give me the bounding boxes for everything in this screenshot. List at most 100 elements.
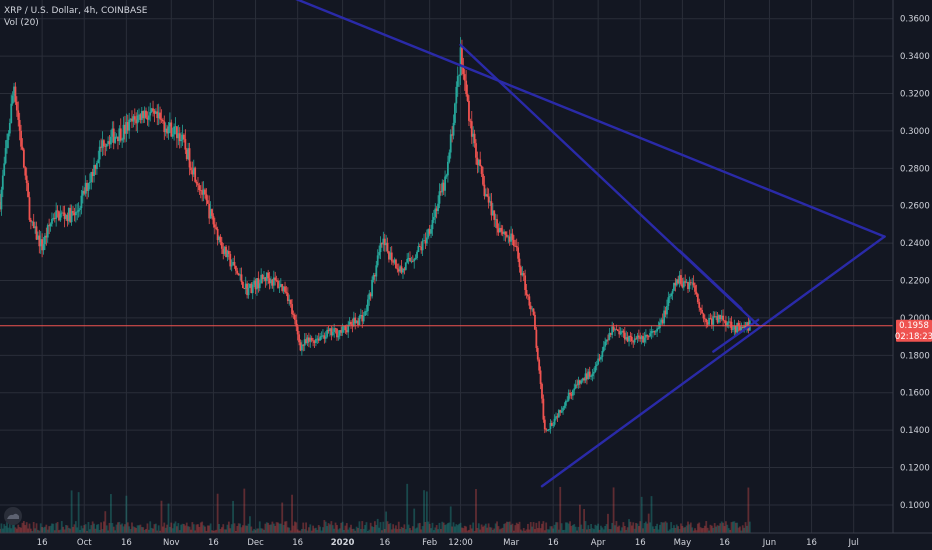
candle-body [472,133,475,137]
volume-bar [198,526,201,533]
candle-body [206,200,209,204]
time-tick-label: 16 [208,538,219,548]
volume-bar [602,529,605,533]
candle-body [183,134,185,140]
volume-bar [376,518,379,533]
candle-body [219,236,222,243]
volume-bar [330,521,333,533]
volume-bar [333,528,336,533]
volume-bar [581,528,584,533]
volume-bar [316,529,319,533]
time-scale-panel[interactable] [0,533,932,550]
candle-body [622,330,625,333]
candle-body [93,165,95,177]
volume-bar [284,521,286,533]
candle-body [132,116,135,122]
volume-bar [42,527,45,533]
candle-body [650,331,653,334]
volume-bar [365,522,368,533]
candle-body [459,47,462,76]
volume-indicator-title[interactable]: Vol (20) [4,18,39,28]
candle-body [576,384,578,386]
candle-body [246,283,249,296]
candle-body [469,120,472,122]
volume-bar [727,528,730,533]
candle-body [56,210,59,212]
candle-body [146,117,149,120]
volume-bar [270,524,272,533]
candle-body [336,328,338,338]
volume-bar [293,521,296,533]
candle-body [698,302,701,308]
price-tick-label: 0.3000 [900,127,930,137]
candle-body [139,114,142,120]
candle-body [385,242,388,246]
candle-body [504,231,507,235]
time-tick-label: Oct [77,538,92,548]
candle-body [525,290,528,295]
candle-body [468,100,470,121]
volume-bar [545,522,548,533]
candle-body [709,318,712,319]
candle-body [14,86,17,102]
volume-bar [564,522,567,533]
candle-body [413,259,416,262]
candle-body [166,128,168,134]
volume-bar [131,522,133,533]
volume-bar [444,524,446,533]
candle-body [254,280,257,290]
volume-bar [528,529,531,533]
volume-bar [555,522,557,533]
volume-bar [366,530,369,533]
volume-bar [357,527,359,533]
volume-bar [670,522,673,533]
candle-body [352,317,355,326]
price-tick-label: 0.3600 [900,15,930,25]
candlestick-series[interactable] [0,37,751,434]
candle-body [741,326,744,329]
candle-body [184,139,187,150]
volume-bar [183,524,185,533]
candle-body [211,209,213,216]
symbol-title[interactable]: XRP / U.S. Dollar, 4h, COINBASE [4,6,148,16]
candle-body [112,128,115,143]
volume-bar [531,526,534,533]
candle-body [365,311,368,312]
volume-bar [164,527,167,533]
candle-body [45,235,48,238]
tradingview-logo-icon[interactable] [4,507,22,525]
candle-body [11,95,14,104]
candle-body [143,110,146,119]
volume-bar [257,528,260,533]
volume-bar [105,525,108,533]
trendline-drawings[interactable] [197,0,886,488]
candle-body [194,167,197,182]
candle-body [216,229,219,241]
candle-body [737,322,740,326]
volume-bar [76,527,79,533]
candle-body [594,365,597,372]
candle-body [83,190,86,194]
volume-bar [307,527,310,533]
volume-bar [295,522,298,533]
volume-bar [136,525,139,533]
volume-bar [197,524,199,533]
candle-body [160,119,163,121]
price-scale-panel[interactable] [893,0,932,550]
candle-body [527,294,529,297]
volume-bar [569,521,571,533]
candle-body [550,423,553,426]
volume-bar [612,487,615,533]
candle-body [84,182,87,194]
volume-bar [336,525,338,533]
volume-bar [584,521,587,533]
candle-body [713,316,716,318]
candle-body [522,273,525,276]
volume-bar [687,521,689,533]
volume-bar [14,527,17,533]
candle-body [163,121,166,133]
volume-bar [302,522,305,533]
candle-body [434,208,437,217]
volume-bar [709,524,712,533]
